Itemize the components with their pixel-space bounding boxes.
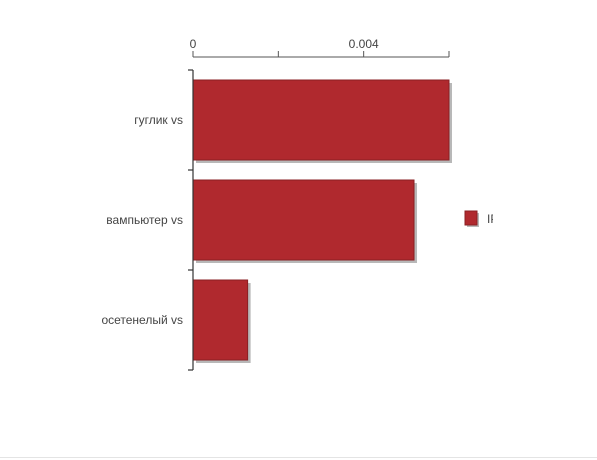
bar [192, 279, 249, 361]
legend-label: IP [487, 212, 498, 226]
x-axis: 0 0.004 [190, 37, 450, 58]
y-category-label: гуглик vs [134, 113, 183, 127]
y-category-label: вампьютер vs [106, 213, 183, 227]
legend: IP [464, 210, 498, 227]
x-tick-label: 0 [190, 37, 197, 51]
y-category-label: осетенелый vs [101, 313, 183, 327]
bars [192, 79, 450, 361]
x-tick-label: 0.004 [349, 37, 379, 51]
bottom-divider [0, 457, 597, 458]
legend-swatch [464, 210, 478, 226]
bar [192, 179, 415, 261]
y-axis: гуглик vs вампьютер vs осетенелый vs [101, 69, 194, 371]
bar [192, 79, 450, 161]
